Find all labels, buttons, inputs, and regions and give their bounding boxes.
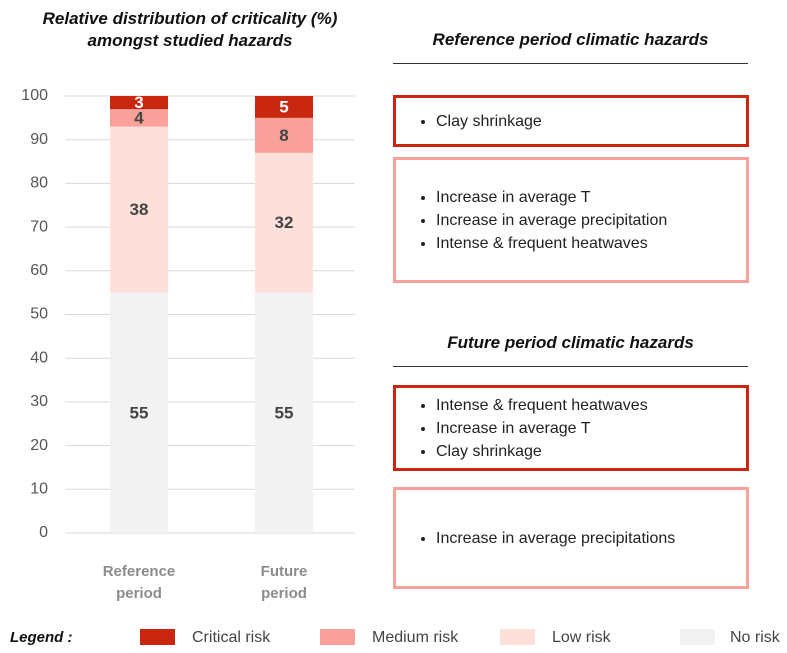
bar-segment (110, 109, 168, 127)
hazard-list: Increase in average precipitations (410, 527, 675, 550)
value-label: 38 (130, 200, 149, 219)
hazard-list: Intense & frequent heatwavesIncrease in … (410, 394, 648, 463)
panel-rule (393, 63, 748, 64)
hazard-item: Intense & frequent heatwaves (436, 394, 648, 417)
value-label: 8 (279, 126, 288, 145)
hazard-item: Increase in average T (436, 417, 648, 440)
panel-title: Future period climatic hazards (447, 333, 694, 352)
value-label: 55 (130, 403, 149, 422)
y-tick-label: 0 (39, 524, 48, 541)
legend-label: Critical risk (192, 629, 271, 646)
y-tick-label: 90 (30, 131, 48, 148)
y-tick-label: 80 (30, 175, 48, 192)
bar-segment (255, 292, 313, 533)
y-tick-label: 30 (30, 393, 48, 410)
hazard-box: Increase in average precipitations (393, 487, 749, 589)
y-tick-label: 70 (30, 218, 48, 235)
y-tick-label: 40 (30, 349, 48, 366)
bar-segment (110, 96, 168, 110)
legend-swatch (680, 629, 715, 645)
hazard-box: Increase in average TIncrease in average… (393, 157, 749, 283)
hazard-item: Clay shrinkage (436, 440, 648, 463)
value-label: 4 (134, 108, 144, 127)
hazard-item: Intense & frequent heatwaves (436, 232, 667, 255)
hazard-item: Increase in average T (436, 186, 667, 209)
bar-segment (110, 292, 168, 533)
legend-label: No risk (730, 629, 781, 646)
panel-rule (393, 366, 748, 367)
bar-segment (255, 117, 313, 153)
legend-swatch (320, 629, 355, 645)
legend-title: Legend : (10, 629, 73, 646)
y-tick-label: 60 (30, 262, 48, 279)
value-label: 55 (275, 403, 294, 422)
y-tick-label: 10 (30, 481, 48, 498)
hazard-box: Intense & frequent heatwavesIncrease in … (393, 385, 749, 471)
bar-segment (255, 152, 313, 293)
hazard-item: Increase in average precipitations (436, 527, 675, 550)
legend-swatch (500, 629, 535, 645)
y-tick-label: 100 (21, 87, 48, 104)
x-tick-label: Reference period (103, 563, 176, 602)
y-tick-label: 20 (30, 437, 48, 454)
bar-segment (110, 126, 168, 293)
hazard-item: Increase in average precipitation (436, 209, 667, 232)
hazard-item: Clay shrinkage (436, 110, 542, 133)
chart-title: Relative distribution of criticality (%)… (42, 9, 338, 50)
panel-title: Reference period climatic hazards (432, 30, 709, 49)
legend-label: Medium risk (372, 629, 459, 646)
hazard-list: Clay shrinkage (410, 110, 542, 133)
legend-swatch (140, 629, 175, 645)
bar-segment (255, 96, 313, 118)
legend-label: Low risk (552, 629, 612, 646)
value-label: 5 (279, 97, 288, 116)
hazard-list: Increase in average TIncrease in average… (410, 186, 667, 255)
value-label: 32 (275, 213, 294, 232)
y-tick-label: 50 (30, 306, 48, 323)
value-label: 3 (134, 93, 143, 112)
x-tick-label: Future period (261, 563, 308, 602)
hazard-box: Clay shrinkage (393, 95, 749, 147)
